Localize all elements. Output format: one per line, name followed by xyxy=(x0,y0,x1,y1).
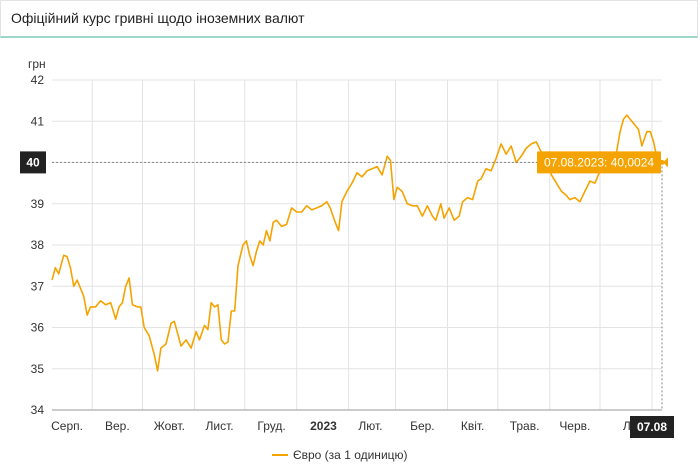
x-tick-label: Черв. xyxy=(559,419,590,433)
x-tick-label: Трав. xyxy=(510,419,540,433)
hover-point[interactable] xyxy=(659,159,665,165)
tooltip-label: 07.08.2023: 40,0024 xyxy=(544,155,654,169)
x-tick-label: Л xyxy=(623,419,631,433)
legend-label[interactable]: Євро (за 1 одиницю) xyxy=(293,448,408,462)
x-crosshair-badge xyxy=(630,416,674,438)
tooltip-pointer xyxy=(663,157,668,168)
x-tick-label: Лист. xyxy=(206,419,234,433)
x-tick-label: Лют. xyxy=(358,419,382,433)
y-tick-label: 37 xyxy=(31,279,45,293)
x-tick-label: Квіт. xyxy=(461,419,485,433)
x-crosshair-badge-label: 07.08 xyxy=(637,420,667,434)
y-tick-label: 41 xyxy=(31,114,45,128)
y-axis-unit-label: грн xyxy=(28,57,46,71)
x-tick-label: Жовт. xyxy=(154,419,185,433)
y-tick-label: 35 xyxy=(31,362,45,376)
y-tick-label: 36 xyxy=(31,321,45,335)
y-tick-label: 39 xyxy=(31,197,45,211)
x-tick-label: 2023 xyxy=(310,419,337,433)
x-tick-label: Груд. xyxy=(257,419,285,433)
y-tick-label: 42 xyxy=(31,73,45,87)
x-tick-label: Вер. xyxy=(105,419,130,433)
page-title: Офіційний курс гривні щодо іноземних вал… xyxy=(11,10,305,26)
y-crosshair-badge-label: 40 xyxy=(26,155,40,169)
euro-series-line[interactable] xyxy=(51,114,663,372)
x-tick-label: Бер. xyxy=(410,419,435,433)
y-tick-label: 34 xyxy=(31,403,45,417)
y-crosshair-badge xyxy=(20,151,46,174)
tooltip-box xyxy=(537,151,661,174)
x-tick-label: Серп. xyxy=(51,419,83,433)
y-tick-label: 38 xyxy=(31,238,45,252)
header-bar: Офіційний курс гривні щодо іноземних вал… xyxy=(0,0,698,38)
